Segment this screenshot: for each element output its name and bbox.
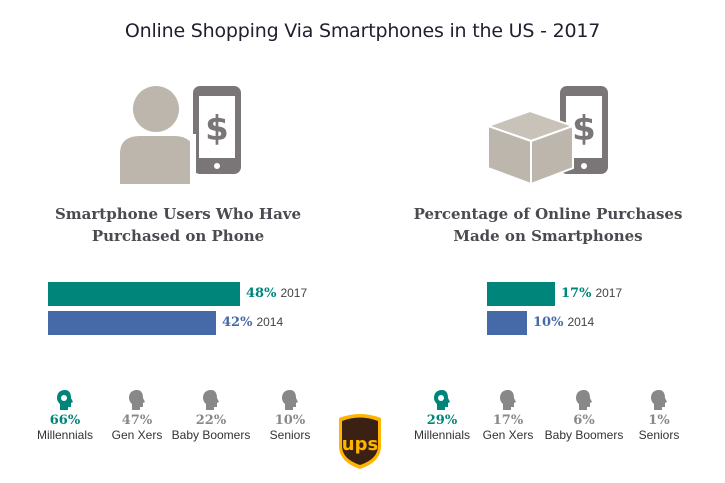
bar-2017-right bbox=[487, 282, 555, 306]
generation-genx-left: 47% Gen Xers bbox=[92, 390, 182, 443]
head-brain-icon bbox=[57, 390, 73, 410]
head-icon bbox=[203, 390, 219, 410]
svg-text:$: $ bbox=[572, 109, 596, 149]
bar-2017-left bbox=[48, 282, 240, 306]
head-icon bbox=[129, 390, 145, 410]
bar-2014-right bbox=[487, 311, 527, 335]
generation-genx-right: 17% Gen Xers bbox=[463, 390, 553, 443]
generation-millennials-right: 29% Millennials bbox=[397, 390, 487, 443]
svg-text:ups: ups bbox=[342, 434, 378, 455]
generation-boomers-left: 22% Baby Boomers bbox=[166, 390, 256, 443]
head-icon bbox=[576, 390, 592, 410]
bar-label-2017-right: 17% 2017 bbox=[561, 286, 623, 301]
generation-millennials-left: 66% Millennials bbox=[20, 390, 110, 443]
bar-label-2014-right: 10% 2014 bbox=[533, 315, 595, 330]
head-brain-icon bbox=[434, 390, 450, 410]
box-with-phone-dollar-icon: $ bbox=[485, 86, 608, 184]
ups-logo: ups bbox=[339, 414, 381, 469]
head-icon bbox=[651, 390, 667, 410]
user-with-phone-dollar-icon: $ bbox=[120, 86, 241, 184]
bar-2014-left bbox=[48, 311, 216, 335]
generation-seniors-left: 10% Seniors bbox=[245, 390, 335, 443]
svg-text:$: $ bbox=[205, 109, 229, 149]
right-heading: Percentage of Online Purchases Made on S… bbox=[413, 205, 683, 245]
page-title: Online Shopping Via Smartphones in the U… bbox=[124, 20, 601, 42]
left-heading: Smartphone Users Who Have Purchased on P… bbox=[54, 205, 302, 245]
head-icon bbox=[282, 390, 298, 410]
head-icon bbox=[500, 390, 516, 410]
generation-seniors-right: 1% Seniors bbox=[614, 390, 704, 443]
bar-label-2014-left: 42% 2014 bbox=[222, 315, 284, 330]
bar-label-2017-left: 48% 2017 bbox=[246, 286, 308, 301]
generation-boomers-right: 6% Baby Boomers bbox=[539, 390, 629, 443]
